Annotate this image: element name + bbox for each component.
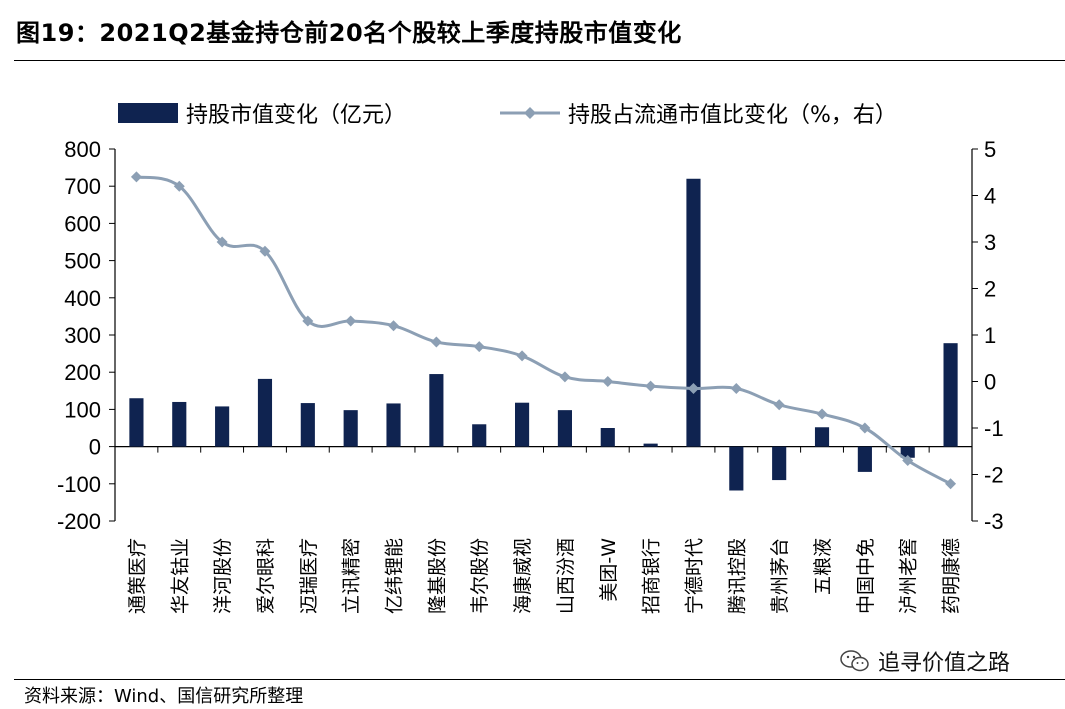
line-point-五粮液 xyxy=(816,408,828,420)
category-label: 山西汾酒 xyxy=(555,538,577,614)
bar-山西汾酒 xyxy=(557,410,572,447)
line-point-药明康德 xyxy=(945,478,957,490)
bar-通策医疗 xyxy=(129,398,144,447)
line-point-华友钴业 xyxy=(173,180,185,192)
source-note: 资料来源：Wind、国信研究所整理 xyxy=(24,686,304,707)
legend-line-marker xyxy=(524,107,536,119)
category-label: 立讯精密 xyxy=(341,538,363,614)
watermark-text: 追寻价值之路 xyxy=(878,651,1011,676)
left-tick-label: 100 xyxy=(64,397,101,422)
category-label: 宁德时代 xyxy=(683,538,705,614)
category-label: 洋河股份 xyxy=(212,538,234,614)
right-tick-label: -1 xyxy=(984,416,1004,441)
bar-迈瑞医疗 xyxy=(300,403,315,447)
right-tick-label: 1 xyxy=(984,323,996,348)
legend: 持股市值变化（亿元） 持股占流通市值比变化（%，右） xyxy=(118,103,897,128)
bar-宁德时代 xyxy=(686,178,701,447)
watermark: 追寻价值之路 xyxy=(840,645,1010,677)
bar-洋河股份 xyxy=(215,406,230,447)
category-label: 腾讯控股 xyxy=(726,538,748,614)
line-point-韦尔股份 xyxy=(473,341,485,353)
right-tick-label: 4 xyxy=(984,184,996,209)
category-label: 贵州茅台 xyxy=(769,538,791,614)
bar-贵州茅台 xyxy=(772,446,787,481)
category-label: 通策医疗 xyxy=(126,538,148,614)
line-point-山西汾酒 xyxy=(559,371,571,383)
bar-招商银行 xyxy=(643,443,658,447)
left-tick-label: -100 xyxy=(57,472,101,497)
right-tick-label: 2 xyxy=(984,277,996,302)
category-label: 亿纬锂能 xyxy=(384,538,406,614)
bar-华友钴业 xyxy=(172,401,187,447)
legend-bar-swatch xyxy=(118,103,178,123)
category-label: 五粮液 xyxy=(812,538,834,595)
category-label: 韦尔股份 xyxy=(469,538,491,614)
bar-立讯精密 xyxy=(343,410,358,447)
line-point-美团-W xyxy=(602,376,614,387)
bar-泸州老窖 xyxy=(900,446,915,458)
left-tick-label: 600 xyxy=(64,211,101,236)
line-point-贵州茅台 xyxy=(773,399,785,411)
bar-药明康德 xyxy=(943,343,958,447)
bar-美团-W xyxy=(600,428,615,447)
line-point-爱尔眼科 xyxy=(259,245,271,257)
category-label: 中国中免 xyxy=(855,538,877,614)
line-point-隆基股份 xyxy=(430,336,442,348)
bar-海康威视 xyxy=(515,402,530,447)
line-point-立讯精密 xyxy=(345,315,357,327)
category-label: 海康威视 xyxy=(512,538,534,614)
legend-line-label: 持股占流通市值比变化（%，右） xyxy=(568,103,897,128)
category-label: 隆基股份 xyxy=(426,538,448,614)
left-tick-label: 500 xyxy=(64,249,101,274)
left-tick-label: 700 xyxy=(64,174,101,199)
category-label: 迈瑞医疗 xyxy=(298,538,320,614)
category-labels: 通策医疗 华友钴业 洋河股份 爱尔眼科 迈瑞医疗 立讯精密 亿纬锂能 隆基股份 韦尔股份 海康威视… xyxy=(126,538,962,614)
line-point-海康威视 xyxy=(516,350,528,362)
line-point-洋河股份 xyxy=(216,236,228,248)
right-tick-label: 5 xyxy=(984,137,996,162)
category-label: 泸州老窖 xyxy=(898,538,920,614)
line-point-腾讯控股 xyxy=(730,382,742,394)
left-tick-label: 300 xyxy=(64,323,101,348)
left-tick-label: 800 xyxy=(64,137,101,162)
line-point-宁德时代 xyxy=(687,382,699,394)
category-label: 爱尔眼科 xyxy=(255,538,277,614)
bar-爱尔眼科 xyxy=(257,378,273,447)
line-series xyxy=(130,171,957,490)
bar-亿纬锂能 xyxy=(386,403,401,447)
category-label: 美团-W xyxy=(598,538,620,602)
bar-腾讯控股 xyxy=(729,446,744,491)
bar-韦尔股份 xyxy=(472,424,487,447)
right-tick-label: -2 xyxy=(984,463,1004,488)
line-point-招商银行 xyxy=(645,380,657,392)
combo-chart: 持股市值变化（亿元） 持股占流通市值比变化（%，右） 8007006005004… xyxy=(57,103,1004,614)
category-label: 药明康德 xyxy=(941,538,963,614)
left-tick-label: 400 xyxy=(64,286,101,311)
line-point-泸州老窖 xyxy=(902,455,914,467)
bar-series xyxy=(129,178,958,491)
line-point-通策医疗 xyxy=(130,171,142,183)
left-tick-label: 0 xyxy=(89,435,101,460)
category-label: 招商银行 xyxy=(641,538,663,614)
title-divider xyxy=(14,60,1065,61)
source-divider xyxy=(14,679,1065,680)
left-tick-label: 200 xyxy=(64,360,101,385)
right-tick-label: 0 xyxy=(984,370,996,395)
line-point-中国中免 xyxy=(859,422,871,434)
category-label: 华友钴业 xyxy=(169,538,191,614)
wechat-icon xyxy=(840,650,869,672)
left-tick-label: -200 xyxy=(57,509,101,534)
figure-title: 图19：2021Q2基金持仓前20名个股较上季度持股市值变化 xyxy=(16,19,682,47)
bar-中国中免 xyxy=(857,446,872,472)
right-tick-label: 3 xyxy=(984,230,996,255)
bar-五粮液 xyxy=(814,427,830,447)
line-point-迈瑞医疗 xyxy=(302,315,314,327)
right-tick-label: -3 xyxy=(984,509,1004,534)
bar-隆基股份 xyxy=(429,374,444,447)
line-point-亿纬锂能 xyxy=(388,320,400,332)
legend-bar-label: 持股市值变化（亿元） xyxy=(186,103,406,128)
axes: 800 700 600 500 400 300 200 100 0 -100 -200 5 4 3 2 1 0 -… xyxy=(57,137,1004,534)
